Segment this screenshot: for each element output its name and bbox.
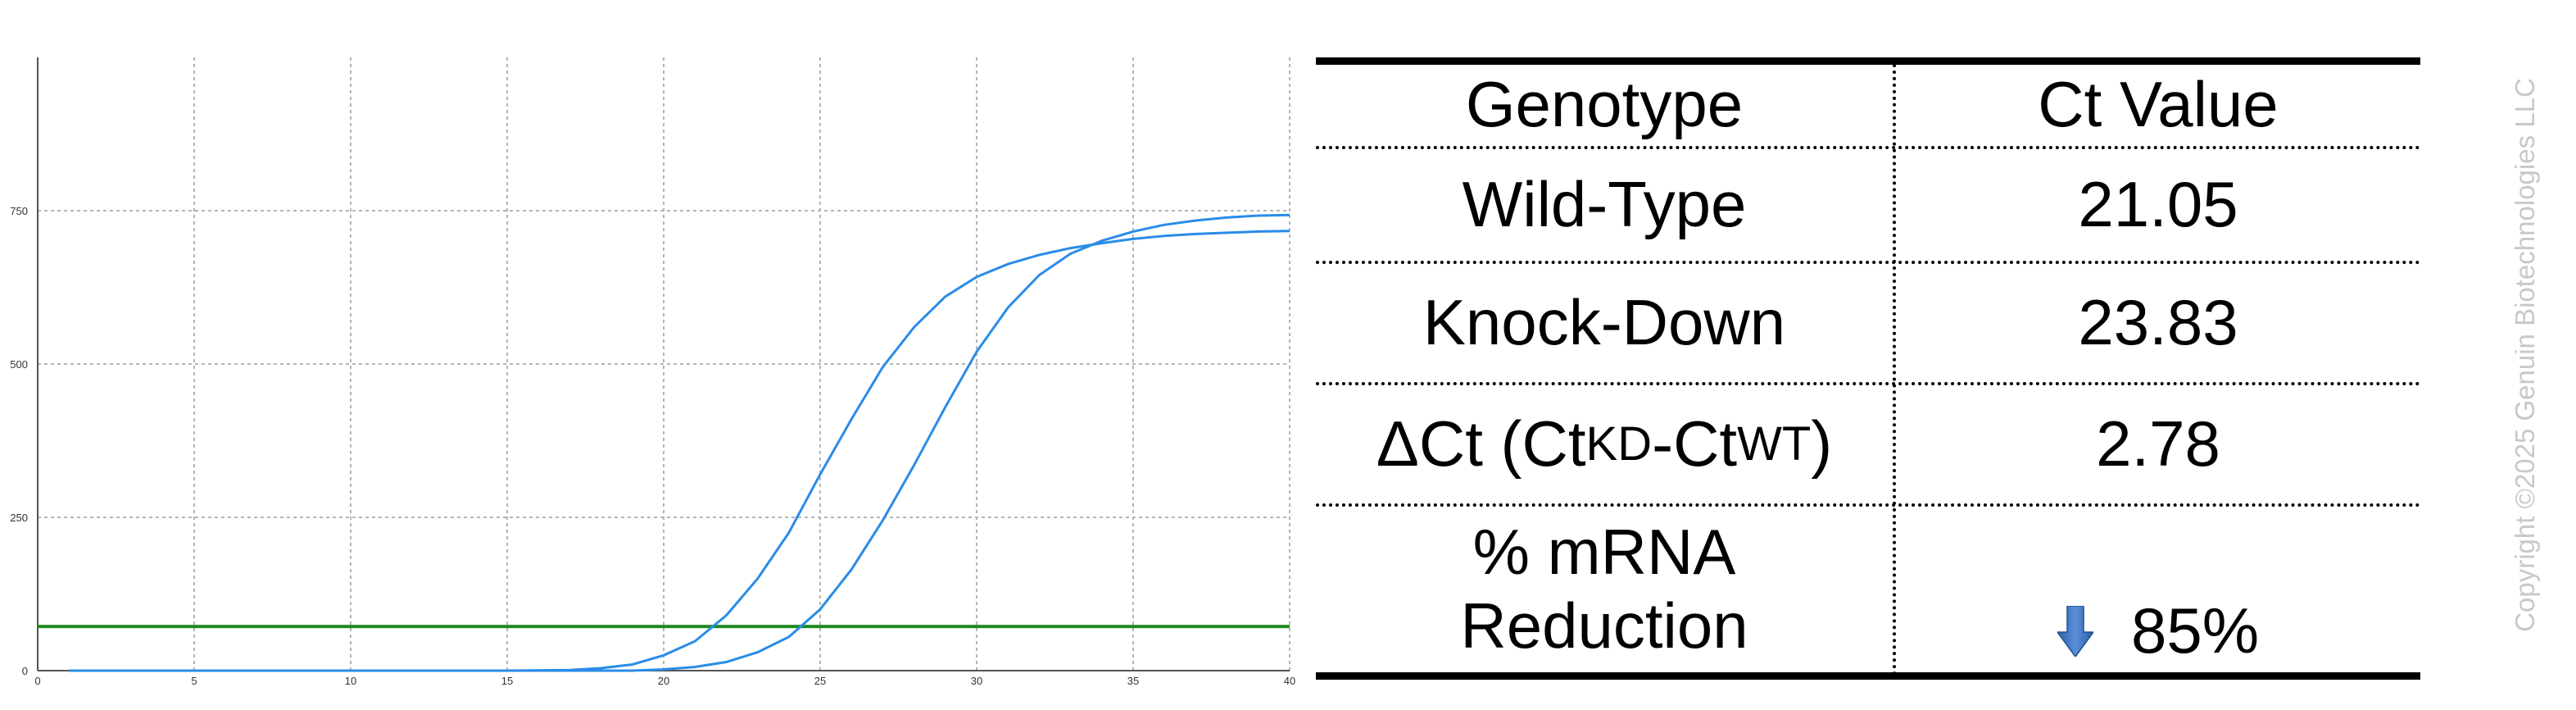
header-ct-value: Ct Value — [2038, 68, 2279, 141]
y-tick-label: 500 — [10, 358, 28, 371]
x-tick-label: 15 — [501, 675, 513, 687]
delta-ct-sub-wt: WT — [1737, 416, 1812, 471]
knock-down-ct: 23.83 — [2078, 286, 2238, 359]
x-tick-label: 35 — [1127, 675, 1139, 687]
amplification-chart: 0 5 10 15 20 25 30 35 40 0 250 500 750 — [10, 57, 1295, 687]
reduction-value-row: 85% — [2057, 590, 2259, 672]
y-tick-label: 750 — [10, 205, 28, 217]
amplification-curves — [69, 213, 1290, 672]
amplification-curve — [69, 230, 1290, 672]
delta-ct-prefix: ΔCt (Ct — [1376, 407, 1586, 480]
wild-type-label: Wild-Type — [1462, 168, 1747, 241]
y-tick-label: 0 — [22, 665, 28, 677]
amplification-curve — [69, 213, 1290, 672]
chart-tick-labels: 0 5 10 15 20 25 30 35 40 0 250 500 750 — [10, 205, 1295, 687]
row-divider — [1316, 261, 2420, 264]
row-divider — [1316, 503, 2420, 507]
row-divider — [1316, 382, 2420, 385]
delta-ct-value: 2.78 — [2096, 407, 2220, 480]
ct-results-table: Genotype Ct Value Wild-Type 21.05 Knock-… — [1316, 57, 2420, 680]
column-divider — [1893, 64, 1896, 676]
delta-ct-label: ΔCt (Ct KD -Ct WT) — [1316, 385, 1893, 503]
reduction-value: 85% — [2130, 594, 2260, 667]
x-tick-label: 10 — [345, 675, 356, 687]
x-tick-label: 0 — [34, 675, 40, 687]
table-bottom-rule — [1316, 672, 2420, 680]
chart-grid — [38, 57, 1290, 671]
y-tick-label: 250 — [10, 512, 28, 524]
header-genotype: Genotype — [1465, 68, 1744, 141]
delta-ct-suffix: ) — [1811, 407, 1833, 480]
delta-ct-sub-kd: KD — [1585, 416, 1653, 471]
x-tick-label: 20 — [658, 675, 669, 687]
x-tick-label: 40 — [1284, 675, 1295, 687]
x-tick-label: 5 — [191, 675, 197, 687]
copyright-text: Copyright ©2025 Genuin Biotechnologies L… — [2510, 78, 2540, 632]
reduction-value-cell: 85% — [1896, 507, 2420, 672]
row-divider — [1316, 146, 2420, 149]
wild-type-ct: 21.05 — [2078, 168, 2238, 241]
x-tick-label: 25 — [814, 675, 826, 687]
x-tick-label: 30 — [971, 675, 982, 687]
reduction-label-line1: % mRNA — [1472, 516, 1736, 589]
knock-down-label: Knock-Down — [1422, 286, 1786, 359]
reduction-label-line2: Reduction — [1460, 589, 1748, 662]
delta-ct-mid: -Ct — [1652, 407, 1738, 480]
down-arrow-icon — [2057, 606, 2093, 657]
reduction-label: % mRNA Reduction — [1316, 507, 1893, 672]
table-top-rule — [1316, 57, 2420, 65]
